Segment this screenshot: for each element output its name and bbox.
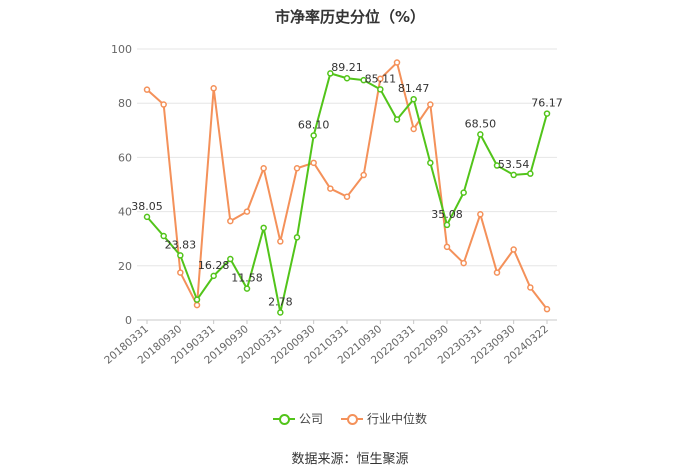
legend-swatch-industry bbox=[341, 413, 363, 425]
data-label: 68.10 bbox=[298, 118, 330, 131]
data-point bbox=[527, 284, 534, 291]
data-point bbox=[393, 116, 401, 123]
data-label: 85.11 bbox=[365, 72, 397, 85]
data-point bbox=[227, 255, 234, 263]
data-point bbox=[460, 259, 467, 267]
y-tick-label: 0 bbox=[125, 314, 132, 327]
data-point bbox=[443, 243, 451, 251]
data-point bbox=[477, 211, 484, 218]
data-point bbox=[193, 301, 201, 309]
legend-label-industry: 行业中位数 bbox=[367, 412, 428, 426]
data-point bbox=[510, 246, 517, 253]
data-point bbox=[277, 309, 284, 316]
y-tick-label: 80 bbox=[118, 97, 132, 110]
y-tick-label: 40 bbox=[118, 206, 132, 219]
data-label: 23.83 bbox=[165, 238, 197, 251]
data-point bbox=[343, 193, 351, 200]
series-line-company bbox=[146, 72, 548, 314]
data-point bbox=[310, 132, 317, 139]
grid-lines bbox=[137, 48, 557, 321]
data-label: 16.28 bbox=[198, 259, 230, 272]
data-point bbox=[377, 75, 384, 83]
data-point bbox=[243, 285, 251, 292]
data-point bbox=[193, 296, 201, 303]
legend-swatch-company bbox=[272, 413, 295, 425]
data-point bbox=[293, 164, 301, 172]
data-point bbox=[310, 159, 317, 167]
y-tick-label: 60 bbox=[118, 151, 132, 164]
data-label: 81.47 bbox=[398, 82, 430, 95]
data-label: 11.58 bbox=[231, 272, 263, 285]
data-point bbox=[393, 59, 401, 66]
data-point bbox=[210, 85, 217, 92]
axes: 0204060801002018033120180930201903312019… bbox=[102, 43, 551, 367]
data-point bbox=[377, 86, 384, 93]
legend: 公司 行业中位数 bbox=[0, 410, 700, 427]
data-point bbox=[277, 238, 284, 245]
data-point bbox=[343, 74, 351, 82]
data-label: 76.17 bbox=[531, 97, 563, 110]
data-point bbox=[177, 269, 184, 276]
legend-label-company: 公司 bbox=[298, 412, 323, 426]
series-lines bbox=[143, 59, 551, 316]
data-point bbox=[410, 95, 417, 103]
data-point bbox=[327, 185, 334, 192]
data-label: 53.54 bbox=[498, 158, 530, 171]
data-point bbox=[460, 189, 467, 196]
data-point bbox=[243, 208, 251, 215]
data-label: 68.50 bbox=[465, 117, 497, 130]
legend-item-industry-median[interactable]: 行业中位数 bbox=[341, 410, 427, 427]
data-point bbox=[477, 131, 484, 138]
data-point bbox=[260, 224, 267, 232]
data-label: 2.78 bbox=[268, 295, 293, 308]
data-point bbox=[493, 269, 501, 276]
data-point bbox=[510, 171, 517, 179]
data-label: 35.08 bbox=[431, 208, 463, 221]
data-point bbox=[143, 86, 151, 93]
legend-item-company[interactable]: 公司 bbox=[272, 410, 323, 427]
data-point bbox=[543, 110, 551, 117]
data-point bbox=[527, 170, 534, 177]
data-point bbox=[443, 221, 451, 229]
data-point bbox=[493, 162, 501, 169]
data-point bbox=[160, 232, 167, 240]
data-point bbox=[427, 101, 434, 108]
y-tick-label: 100 bbox=[111, 43, 132, 56]
data-point bbox=[177, 252, 184, 259]
data-point bbox=[327, 70, 334, 77]
data-point bbox=[143, 213, 151, 221]
data-point bbox=[543, 305, 551, 313]
data-label: 89.21 bbox=[331, 61, 363, 74]
chart-title: 市净率历史分位（%） bbox=[274, 8, 426, 26]
data-source: 数据来源：恒生聚源 bbox=[291, 452, 409, 467]
data-point bbox=[210, 272, 217, 280]
data-point bbox=[160, 101, 167, 108]
series-line-industry bbox=[146, 61, 548, 310]
data-point bbox=[427, 159, 434, 167]
data-point bbox=[227, 217, 234, 225]
y-tick-label: 20 bbox=[118, 260, 132, 273]
data-point bbox=[293, 234, 301, 241]
data-point bbox=[260, 164, 267, 172]
data-point bbox=[360, 171, 367, 179]
data-point bbox=[410, 125, 417, 133]
data-label: 38.05 bbox=[131, 200, 163, 213]
data-point bbox=[360, 76, 367, 84]
